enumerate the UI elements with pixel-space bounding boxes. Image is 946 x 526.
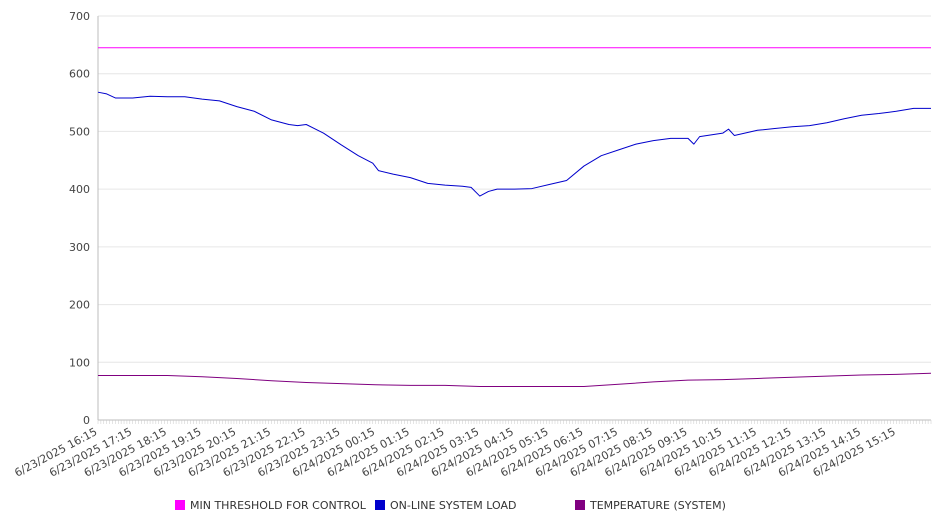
axes — [97, 16, 931, 421]
y-tick-label: 0 — [83, 414, 90, 427]
series-lines — [97, 47, 932, 388]
legend: MIN THRESHOLD FOR CONTROL ON-LINE SYSTEM … — [175, 499, 726, 512]
legend-label: MIN THRESHOLD FOR CONTROL — [190, 499, 367, 512]
legend-item: TEMPERATURE (SYSTEM) — [575, 499, 726, 512]
y-tick-label: 300 — [69, 241, 90, 254]
y-axis-ticks: 0 100 200 300 400 500 600 700 — [69, 10, 90, 427]
legend-swatch — [575, 500, 585, 510]
y-tick-label: 200 — [69, 299, 90, 312]
series-line — [97, 91, 931, 197]
series-line — [98, 372, 932, 388]
legend-swatch — [375, 500, 385, 510]
y-tick-label: 100 — [69, 356, 90, 369]
legend-item: MIN THRESHOLD FOR CONTROL — [175, 499, 367, 512]
grid-lines — [98, 15, 931, 363]
legend-label: TEMPERATURE (SYSTEM) — [589, 499, 726, 512]
legend-item: ON-LINE SYSTEM LOAD — [375, 499, 516, 512]
legend-label: ON-LINE SYSTEM LOAD — [390, 499, 516, 512]
y-tick-label: 600 — [69, 68, 90, 81]
y-tick-label: 500 — [69, 125, 90, 138]
legend-swatch — [175, 500, 185, 510]
y-tick-label: 400 — [69, 183, 90, 196]
x-axis-ticks: 6/23/2025 16:156/23/2025 17:156/23/2025 … — [12, 420, 932, 480]
y-tick-label: 700 — [69, 10, 90, 23]
